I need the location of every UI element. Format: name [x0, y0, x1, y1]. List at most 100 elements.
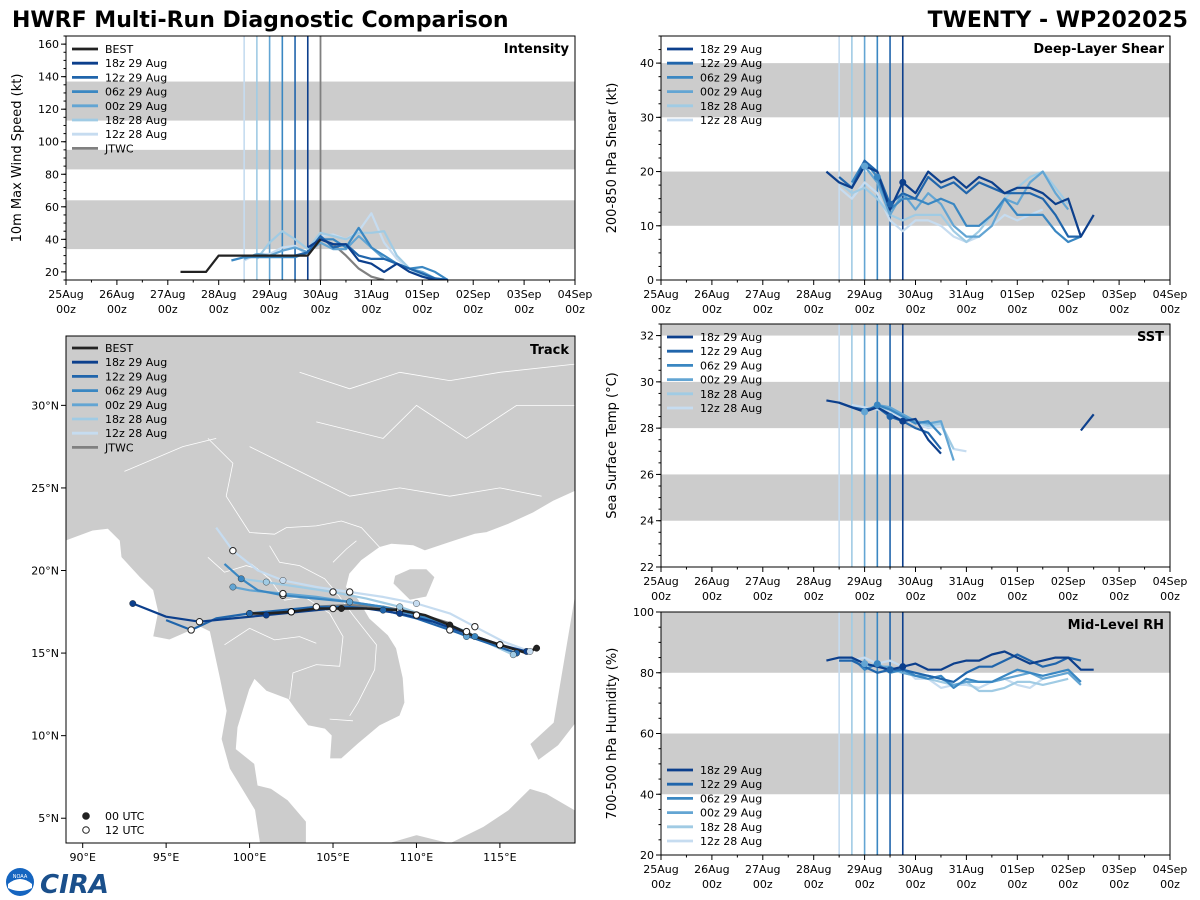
x-tick-label: 30Aug	[898, 288, 933, 301]
x-tick-label: 28Aug	[796, 863, 831, 876]
legend-label: 18z 29 Aug	[105, 356, 167, 369]
track-marker-00utc	[396, 603, 404, 611]
x-tick-sublabel: 00z	[804, 590, 824, 603]
y-tick-label: 20	[640, 166, 654, 179]
land-border	[224, 627, 317, 646]
track-marker-00utc	[346, 598, 354, 606]
init-point-marker	[886, 666, 894, 674]
panel-track: 90°E 95°E 100°E 105°E 110°E 115°E 5°N 10°N 15°N 2…	[31, 335, 576, 864]
legend-label: 18z 28 Aug	[105, 114, 167, 127]
cira-logo: NOAA CIRA	[6, 868, 109, 900]
lat-tick-label: 10°N	[31, 730, 59, 743]
track-marker-00utc	[262, 611, 270, 619]
y-tick-label: 22	[640, 561, 654, 574]
x-tick-label: 01Sep	[405, 288, 440, 301]
legend-label: 06z 29 Aug	[700, 71, 762, 84]
legend-label: 06z 29 Aug	[105, 86, 167, 99]
legend-label: 00z 29 Aug	[700, 86, 762, 99]
lon-tick-label: 90°E	[69, 851, 95, 864]
threshold-band	[661, 324, 1170, 336]
x-tick-label: 28Aug	[796, 575, 831, 588]
x-tick-label: 03Sep	[1102, 288, 1137, 301]
legend-label: BEST	[105, 43, 133, 56]
legend-label: JTWC	[104, 142, 134, 155]
x-tick-label: 29Aug	[847, 288, 882, 301]
y-tick-label: 24	[640, 515, 654, 528]
x-tick-label: 31Aug	[949, 288, 984, 301]
y-tick-label: 60	[640, 728, 654, 741]
track-axes-frame	[65, 335, 576, 844]
series-line-18z-29-aug-late-segment	[1080, 413, 1095, 432]
x-tick-label: 26Aug	[694, 863, 729, 876]
init-point-marker	[886, 200, 894, 208]
x-tick-label: 25Aug	[643, 575, 678, 588]
y-tick-label: 26	[640, 468, 654, 481]
lon-tick-label: 115°E	[483, 851, 516, 864]
x-tick-sublabel: 00z	[957, 303, 977, 316]
y-tick-label: 120	[38, 103, 59, 116]
legend-label: 12z 29 Aug	[105, 71, 167, 84]
x-tick-sublabel: 00z	[702, 590, 722, 603]
lat-tick-label: 20°N	[31, 565, 59, 578]
y-tick-label: 80	[45, 168, 59, 181]
init-point-marker	[886, 413, 894, 421]
y-tick-label: 80	[640, 667, 654, 680]
x-tick-sublabel: 00z	[412, 303, 432, 316]
x-tick-label: 27Aug	[745, 863, 780, 876]
series-line-18z-29-aug	[826, 399, 942, 455]
figure-title-right: TWENTY - WP202025	[928, 8, 1188, 33]
threshold-band	[661, 733, 1170, 795]
y-tick-label: 32	[640, 330, 654, 343]
lat-tick-label: 30°N	[31, 399, 59, 412]
track-marker-12utc	[412, 611, 421, 619]
legend-label: 18z 29 Aug	[700, 331, 762, 344]
init-point-marker	[861, 408, 869, 416]
lon-tick-label: 110°E	[400, 851, 433, 864]
legend-label: 18z 29 Aug	[700, 764, 762, 777]
legend-label: 06z 29 Aug	[700, 792, 762, 805]
x-tick-label: 04Sep	[1153, 575, 1188, 588]
legend-label: 12z 28 Aug	[700, 114, 762, 127]
lat-tick-label: 25°N	[31, 482, 59, 495]
panel-sst: 22 24 26 28 30 32 25Aug 00z 26Aug 00z 27Aug 00z 28Au…	[605, 323, 1188, 603]
series-line-18z-29-aug	[826, 650, 1094, 671]
y-axis-label: 10m Max Wind Speed (kt)	[10, 74, 25, 243]
x-tick-label: 02Sep	[1051, 288, 1086, 301]
track-marker-00utc	[533, 644, 541, 652]
x-tick-label: 27Aug	[745, 575, 780, 588]
threshold-band	[661, 474, 1170, 521]
x-tick-label: 30Aug	[898, 575, 933, 588]
series-line-18z-28-aug	[256, 230, 436, 280]
y-tick-label: 100	[633, 606, 654, 619]
x-tick-sublabel: 00z	[855, 878, 875, 891]
x-tick-label: 25Aug	[48, 288, 83, 301]
legend-label: 18z 29 Aug	[700, 43, 762, 56]
x-tick-sublabel: 00z	[804, 878, 824, 891]
x-tick-sublabel: 00z	[906, 303, 926, 316]
marker-legend-12utc	[82, 826, 90, 834]
track-marker-12utc	[287, 608, 295, 616]
legend-label: 00z 29 Aug	[700, 807, 762, 820]
legend-label: 00z 29 Aug	[105, 399, 167, 412]
land-borneo	[387, 788, 575, 843]
lon-tick-label: 95°E	[153, 851, 179, 864]
cira-logo-text: CIRA	[40, 870, 109, 900]
track-marker-00utc	[379, 606, 387, 614]
track-marker-00utc	[526, 648, 534, 655]
x-tick-label: 02Sep	[1051, 575, 1086, 588]
x-tick-label: 31Aug	[354, 288, 389, 301]
marker-legend-00utc	[82, 812, 90, 820]
x-tick-label: 01Sep	[1000, 863, 1035, 876]
legend-label: 18z 29 Aug	[105, 57, 167, 70]
x-tick-sublabel: 00z	[651, 303, 671, 316]
series-line-12z-29-aug	[294, 235, 448, 280]
panel-title: Mid-Level RH	[1068, 618, 1164, 633]
x-tick-sublabel: 00z	[1058, 590, 1078, 603]
init-point-marker	[873, 401, 881, 409]
series-line-12z-28-aug	[838, 656, 1044, 690]
y-tick-label: 140	[38, 71, 59, 84]
plot-area	[661, 36, 1170, 280]
track-marker-00utc	[413, 600, 420, 607]
y-tick-label: 28	[640, 422, 654, 435]
legend-label: 00z 29 Aug	[105, 100, 167, 113]
